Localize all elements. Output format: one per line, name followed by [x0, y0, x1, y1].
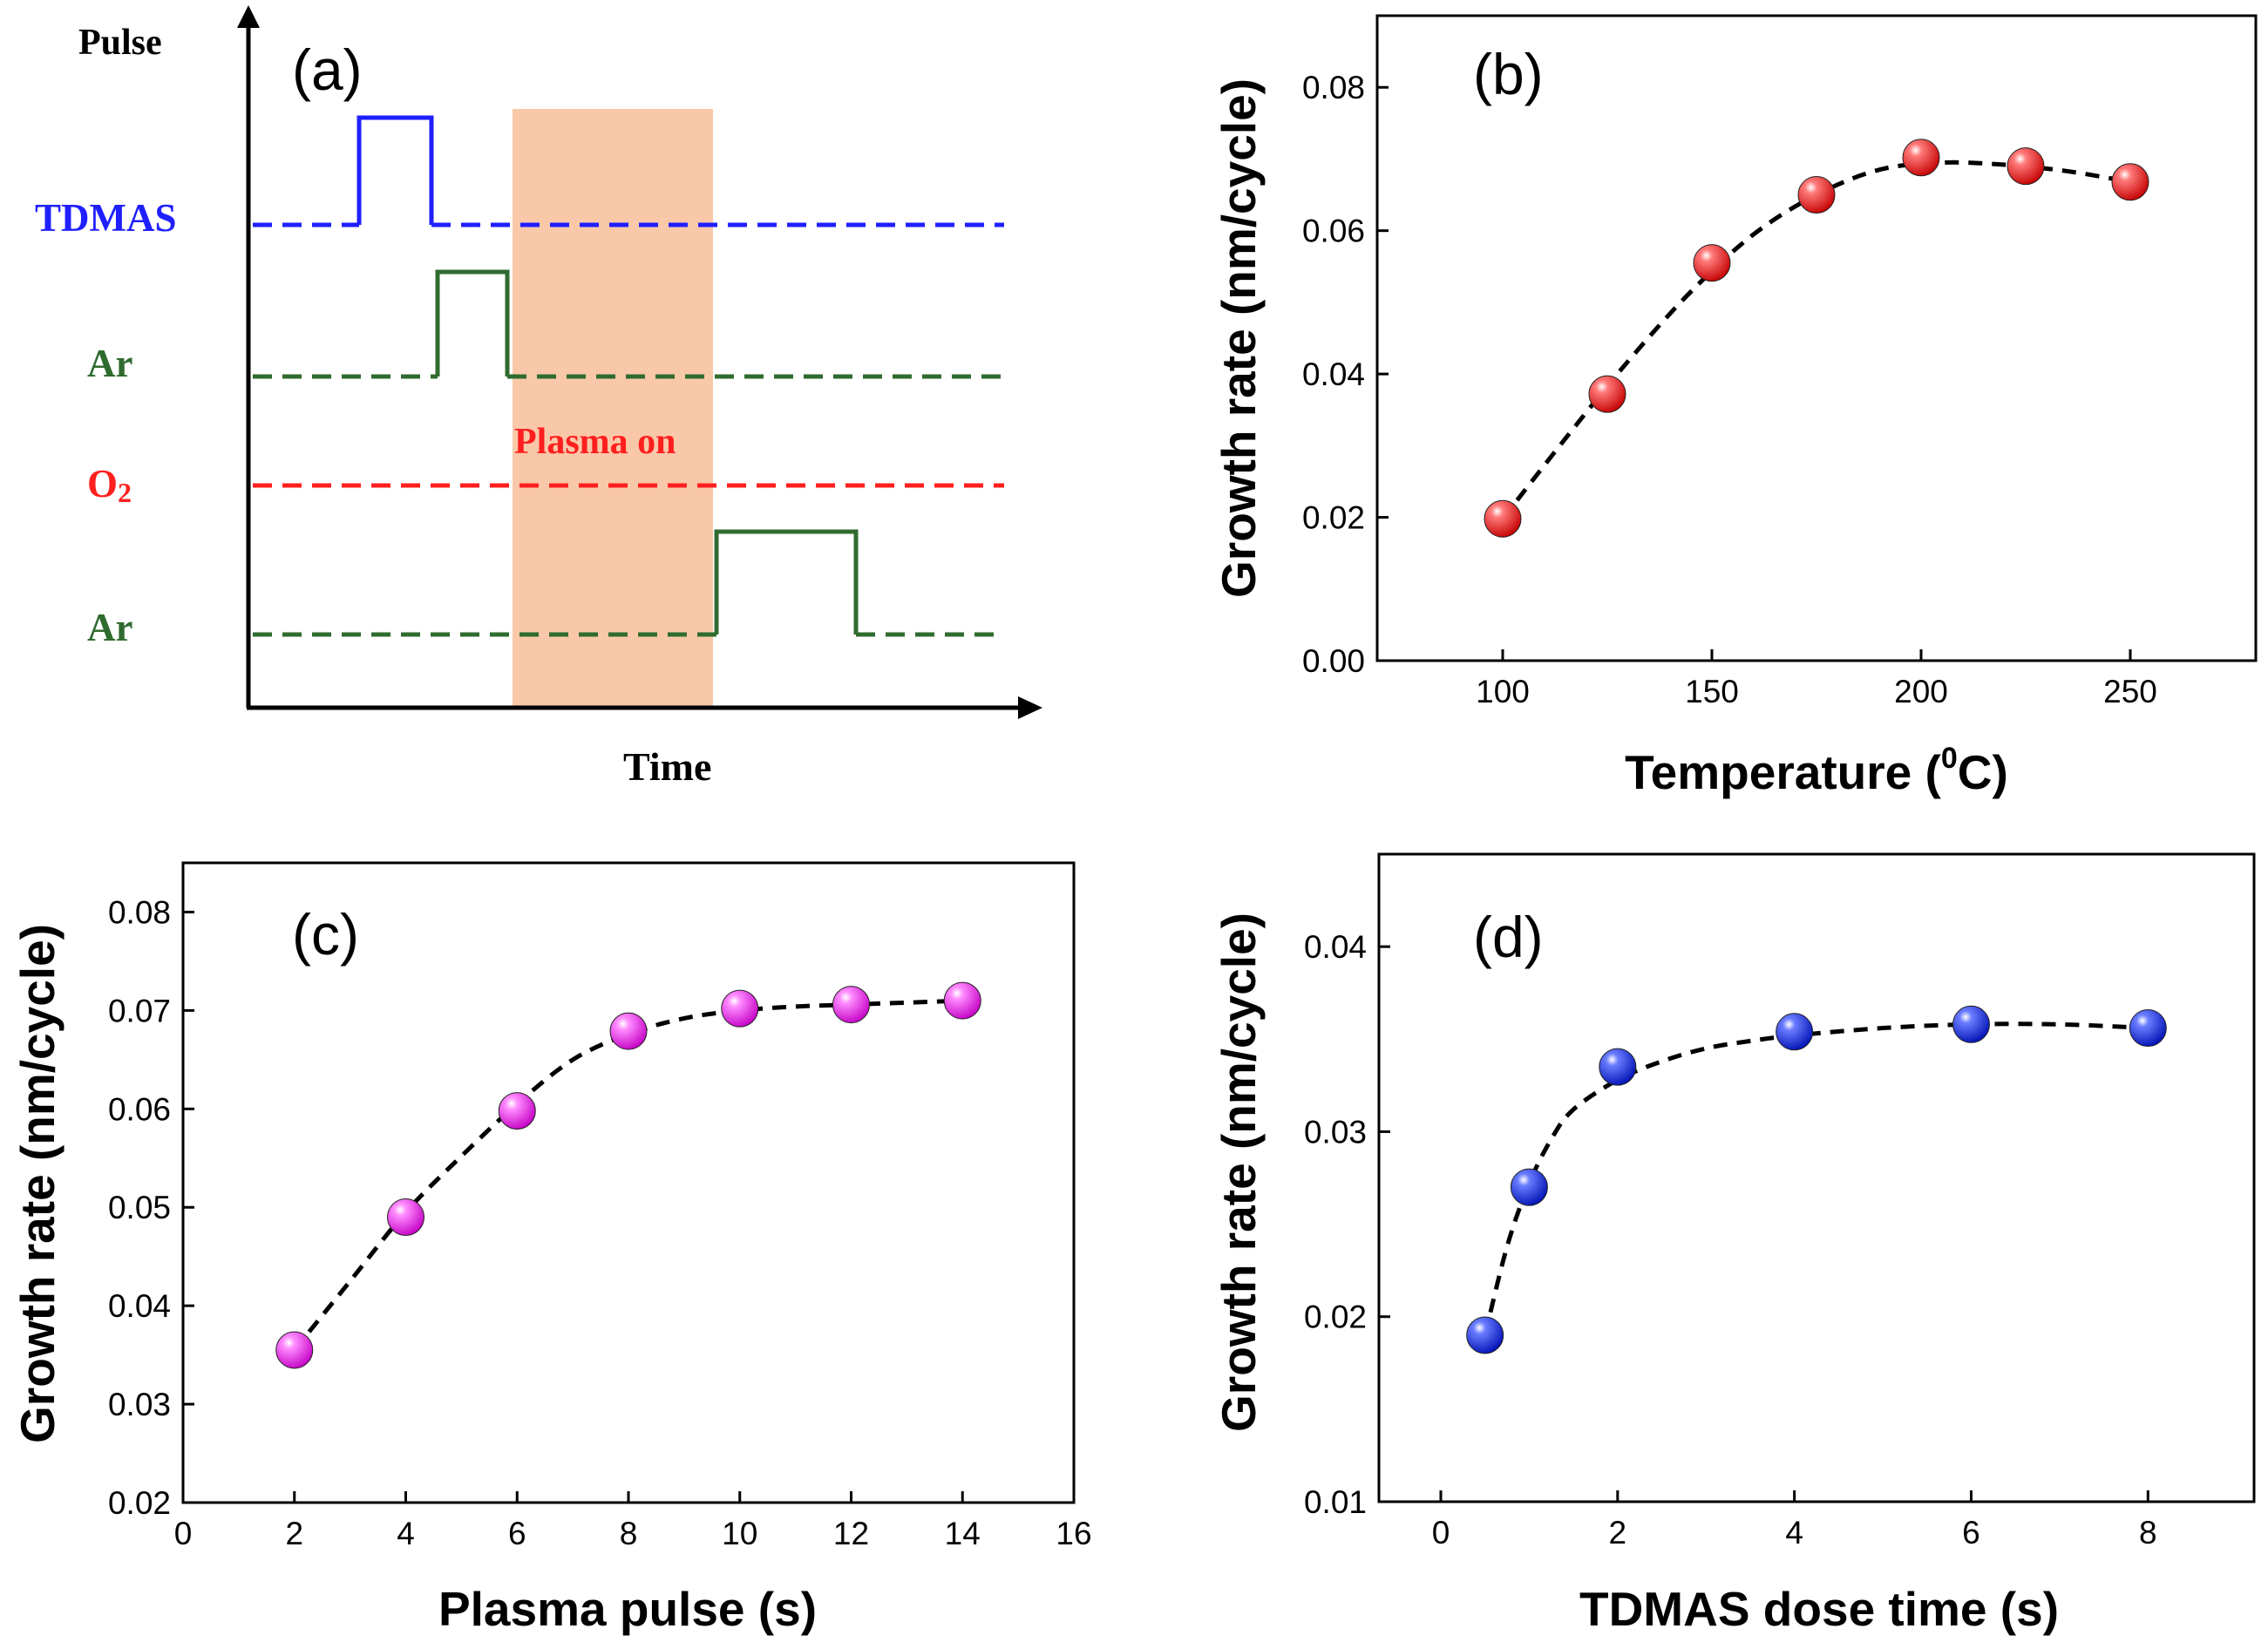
y-tick-label: 0.00: [1302, 643, 1365, 679]
fit-layer-b: [1501, 159, 2131, 520]
data-point: [1510, 1168, 1548, 1206]
x-tick-label: 8: [620, 1516, 638, 1551]
data-point: [275, 1331, 314, 1369]
signal-label-tdmas: TDMAS: [35, 196, 177, 240]
x-tick-label: 250: [2103, 674, 2157, 709]
data-point: [1588, 375, 1626, 413]
plasma-on-label: Plasma on: [514, 422, 676, 462]
y-axis-title-d: Growth rate (nm/cycle): [1212, 913, 1266, 1432]
data-point: [1599, 1048, 1637, 1086]
y-tick-label: 0.04: [108, 1288, 171, 1324]
fit-curve: [1483, 1021, 2149, 1336]
y-tick-label: 0.02: [1304, 1300, 1367, 1335]
fit-layer-c: [292, 998, 963, 1352]
data-point: [609, 1012, 648, 1050]
tick-layer-d: 0 2 4 6 8 0.01 0.02 0.03 0.04: [1304, 929, 2157, 1551]
panel-a: Pulse Time (a) TDMAS Ar O2 Plasma on Ar: [35, 5, 1042, 789]
y-tick-label: 0.01: [1304, 1484, 1367, 1520]
signal-label-ar-2: Ar: [87, 606, 132, 649]
y-tick-label: 0.03: [1304, 1114, 1367, 1150]
data-point: [387, 1198, 424, 1237]
pulse-axis-arrow: [237, 5, 260, 28]
data-point: [1797, 176, 1836, 214]
x-tick-label: 0: [1432, 1515, 1450, 1551]
fit-curve: [1501, 159, 2131, 520]
time-axis-arrow: [1018, 696, 1042, 719]
x-tick-label: 10: [722, 1516, 757, 1551]
panel-d: 0 2 4 6 8 0.01 0.02 0.03 0.04 (d) TDMAS dose tim…: [1212, 852, 2256, 1636]
fit-layer-d: [1483, 1021, 2149, 1336]
x-tick-label: 4: [397, 1516, 415, 1551]
fit-curve: [292, 998, 963, 1352]
data-point: [2007, 147, 2045, 186]
data-point: [832, 986, 870, 1024]
data-point: [1466, 1316, 1504, 1354]
x-tick-label: 100: [1476, 674, 1530, 709]
marker-layer-b: [1484, 139, 2149, 538]
plasma-on-region: [513, 109, 713, 709]
y-tick-label: 0.08: [1302, 70, 1365, 105]
plot-frame-b: [1375, 14, 2258, 662]
tick-layer-c: 0 2 4 6 8 10 12 14 16 0.02 0.03 0.04 0.05 0.06 0.07 0.0…: [108, 894, 1092, 1551]
ar2-pulse: [714, 529, 859, 634]
panel-label-b: (b): [1473, 42, 1544, 106]
y-tick-label: 0.02: [108, 1485, 171, 1521]
data-point: [2111, 163, 2149, 201]
x-tick-label: 16: [1056, 1516, 1091, 1551]
data-point: [1952, 1005, 1990, 1043]
panel-b: 100 150 200 250 0.00 0.02 0.04 0.06 0.08 (b) Tem…: [1212, 14, 2258, 799]
data-point: [721, 989, 759, 1028]
data-point: [943, 981, 981, 1020]
x-tick-label: 8: [2139, 1515, 2157, 1551]
x-tick-label: 0: [174, 1516, 193, 1551]
panel-label-c: (c): [292, 902, 359, 967]
x-tick-label: 14: [945, 1516, 981, 1551]
y-tick-label: 0.07: [108, 993, 171, 1028]
y-axis-title-b: Growth rate (nm/cycle): [1212, 78, 1266, 598]
y-tick-label: 0.03: [108, 1387, 171, 1422]
tdmas-pulse: [356, 115, 434, 225]
y-tick-label: 0.08: [108, 894, 171, 930]
plot-frame-d: [1377, 852, 2256, 1503]
tick-layer-b: 100 150 200 250 0.00 0.02 0.04 0.06 0.08: [1302, 70, 2157, 709]
x-axis-title-b: Temperature (0C): [1625, 742, 2008, 799]
y-tick-label: 0.02: [1302, 500, 1365, 536]
data-point: [1484, 499, 1522, 538]
x-tick-label: 4: [1785, 1515, 1803, 1551]
signal-label-o2: O2: [87, 462, 132, 508]
panel-c: 0 2 4 6 8 10 12 14 16 0.02 0.03 0.04 0.05 0.06 0.07 0.0…: [10, 861, 1092, 1636]
marker-layer-d: [1466, 1005, 2167, 1354]
x-tick-label: 12: [833, 1516, 869, 1551]
x-tick-label: 6: [508, 1516, 526, 1551]
x-axis-title-c: Plasma pulse (s): [438, 1582, 817, 1636]
x-tick-label: 6: [1962, 1515, 1980, 1551]
data-point: [1902, 139, 1940, 177]
signal-label-ar-1: Ar: [87, 342, 132, 385]
data-point: [1776, 1013, 1814, 1051]
y-tick-label: 0.04: [1304, 929, 1367, 965]
y-tick-label: 0.05: [108, 1190, 171, 1225]
x-axis-title-d: TDMAS dose time (s): [1579, 1582, 2059, 1636]
time-axis-label: Time: [623, 744, 711, 789]
data-point: [1693, 244, 1731, 282]
data-point: [498, 1092, 536, 1130]
y-tick-label: 0.06: [108, 1091, 171, 1127]
panel-label-d: (d): [1473, 905, 1544, 969]
ar1-pulse: [435, 269, 510, 377]
x-tick-label: 2: [1609, 1515, 1627, 1551]
pulse-axis-label: Pulse: [78, 23, 162, 63]
marker-layer-c: [275, 981, 981, 1369]
y-tick-label: 0.06: [1302, 214, 1365, 249]
panel-label-a: (a): [292, 37, 363, 102]
y-axis-title-c: Growth rate (nm/cycle): [10, 924, 65, 1443]
x-tick-label: 2: [285, 1516, 303, 1551]
x-tick-label: 150: [1685, 674, 1739, 709]
data-point: [2129, 1009, 2167, 1048]
y-tick-label: 0.04: [1302, 356, 1365, 392]
x-tick-label: 200: [1894, 674, 1948, 709]
